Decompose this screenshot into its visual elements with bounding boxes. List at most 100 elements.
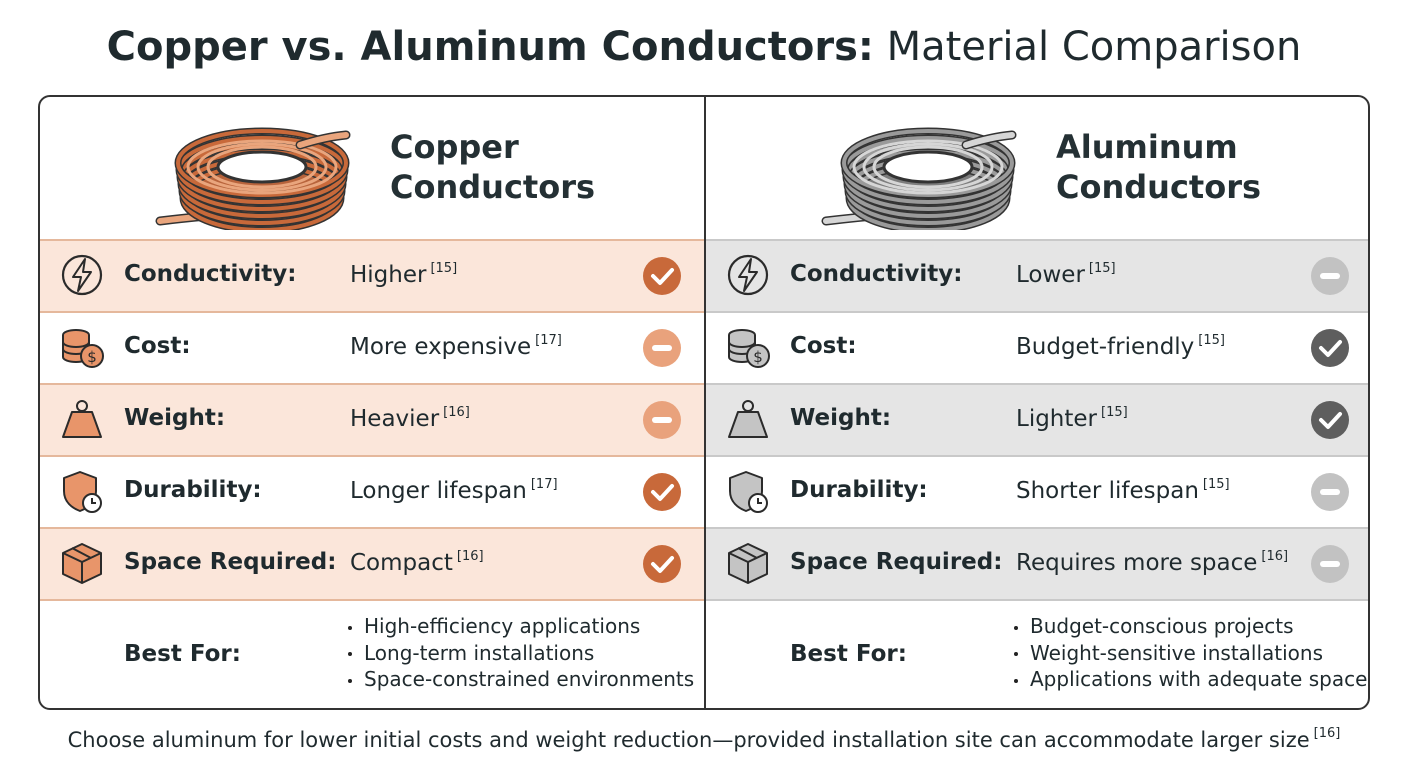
row-ref: [17]	[535, 333, 562, 348]
row-icon-part	[72, 258, 92, 292]
advantage-icon-part	[1319, 340, 1342, 357]
row-value-text: Compact	[350, 550, 453, 576]
row-value-text: Lighter	[1016, 406, 1098, 432]
comparison-row: $ Cost: Budget-friendly [15]	[706, 311, 1368, 383]
row-label: Cost:	[790, 333, 857, 359]
disadvantage-icon	[643, 329, 681, 367]
heading-line: Copper	[390, 128, 519, 166]
best-for-label: Best For:	[790, 641, 907, 667]
bullet	[1014, 652, 1018, 656]
row-icon-part	[91, 498, 96, 504]
row-ref: [15]	[1088, 261, 1116, 276]
advantage-icon	[1311, 401, 1349, 439]
row-value: Budget-friendly [15]	[1016, 333, 1225, 360]
disadvantage-icon	[1311, 473, 1349, 511]
bullet	[348, 652, 352, 656]
column-panel: Aluminum Conductors Conductivity: Lower [15]…	[706, 97, 1368, 708]
coil-illustration-part	[882, 150, 974, 184]
row-value: Heavier [16]	[350, 405, 470, 432]
footer-ref: [16]	[1313, 726, 1341, 741]
row-ref: [15]	[430, 261, 458, 276]
row-icon-part	[76, 400, 88, 412]
best-for-text: Weight-sensitive installations	[1030, 640, 1324, 665]
advantage-icon	[643, 545, 681, 583]
row-icon-part	[746, 344, 770, 368]
coil-illustration-part	[842, 129, 1014, 197]
comparison-row: Durability: Shorter lifespan [15]	[706, 455, 1368, 527]
row-icon-part	[80, 344, 104, 368]
best-for-text: Applications with adequate space	[1030, 667, 1368, 691]
row-icon: $	[728, 329, 770, 368]
row-icon-part	[728, 547, 768, 583]
row-icon	[729, 471, 768, 513]
best-for-item: Budget-conscious projects	[1014, 613, 1367, 640]
best-for-item: Long-term installations	[348, 640, 694, 667]
best-for-label: Best For:	[124, 641, 241, 667]
row-icon-part	[742, 400, 754, 412]
advantage-icon-part	[651, 556, 674, 573]
row-label: Weight:	[124, 405, 226, 431]
disadvantage-icon	[1311, 257, 1349, 295]
row-value-text: Higher	[350, 262, 427, 288]
row-label: Cost:	[124, 333, 191, 359]
best-for-text: High-efficiency applications	[364, 614, 641, 638]
coil-illustration-part	[297, 132, 349, 148]
row-label: Conductivity:	[124, 261, 297, 287]
row-value-text: Lower	[1016, 262, 1085, 288]
row-ref: [16]	[443, 405, 470, 420]
comparison-row: Weight: Lighter [15]	[706, 383, 1368, 455]
advantage-icon	[643, 257, 681, 295]
footer-text: Choose aluminum for lower initial costs …	[67, 728, 1310, 752]
advantage-icon-part	[643, 257, 681, 295]
row-icon-part: $	[753, 348, 763, 366]
row-icon-part: $	[87, 348, 97, 366]
coil-illustration-part	[186, 139, 338, 195]
coil-illustration-part	[176, 129, 348, 197]
row-ref: [15]	[1101, 405, 1128, 420]
row-value-text: Budget-friendly	[1016, 334, 1195, 360]
row-label: Space Required:	[124, 549, 337, 575]
row-icon-part	[61, 254, 103, 296]
row-value: Shorter lifespan [15]	[1016, 477, 1230, 504]
row-value-text: Longer lifespan	[350, 478, 527, 504]
row-label: Conductivity:	[790, 261, 963, 287]
row-value: Higher [15]	[350, 261, 457, 288]
row-value-text: Requires more space	[1016, 550, 1258, 576]
advantage-icon-part	[643, 545, 681, 583]
row-icon-part	[738, 258, 758, 292]
row-ref: [16]	[1261, 549, 1289, 564]
row-icon-part	[757, 498, 762, 504]
best-for-item: Space-constrained environments	[348, 666, 694, 693]
coil-illustration-part	[852, 139, 1004, 195]
disadvantage-icon-part	[1320, 561, 1340, 567]
row-label: Durability:	[124, 477, 262, 503]
best-for-text: Long-term installations	[364, 640, 595, 665]
comparison-row: Space Required: Requires more space [16]	[706, 527, 1368, 599]
row-icon	[63, 471, 102, 513]
heading-line: Conductors	[1056, 168, 1262, 206]
bullet	[348, 625, 352, 630]
best-for: Best For: Budget-conscious projects Weight…	[706, 599, 1368, 708]
row-icon	[728, 543, 768, 584]
comparison-row: Weight: Heavier [16]	[40, 383, 704, 455]
row-value: Compact [16]	[350, 549, 484, 576]
row-icon-part	[728, 411, 768, 438]
disadvantage-icon-part	[652, 345, 672, 351]
comparison-row: Conductivity: Lower [15]	[706, 239, 1368, 311]
advantage-icon-part	[651, 484, 674, 501]
disadvantage-icon-part	[1320, 489, 1340, 495]
advantage-icon-part	[1319, 412, 1342, 429]
column-panel: Copper Conductors Conductivity: Higher [15] $…	[40, 97, 706, 708]
comparison-row: Conductivity: Higher [15]	[40, 239, 704, 311]
advantage-icon-part	[1311, 401, 1349, 439]
comparison-row: Space Required: Compact [16]	[40, 527, 704, 599]
disadvantage-icon-part	[1320, 273, 1340, 279]
bullet	[348, 678, 352, 683]
best-for-item: Weight-sensitive installations	[1014, 640, 1367, 667]
advantage-icon-part	[643, 473, 681, 511]
comparison-row: $ Cost: More expensive [17]	[40, 311, 704, 383]
row-ref: [15]	[1198, 333, 1225, 348]
row-value: More expensive [17]	[350, 333, 562, 360]
best-for-text: Budget-conscious projects	[1030, 614, 1294, 638]
best-for-list: Budget-conscious projects Weight-sensitiv…	[1014, 613, 1367, 693]
